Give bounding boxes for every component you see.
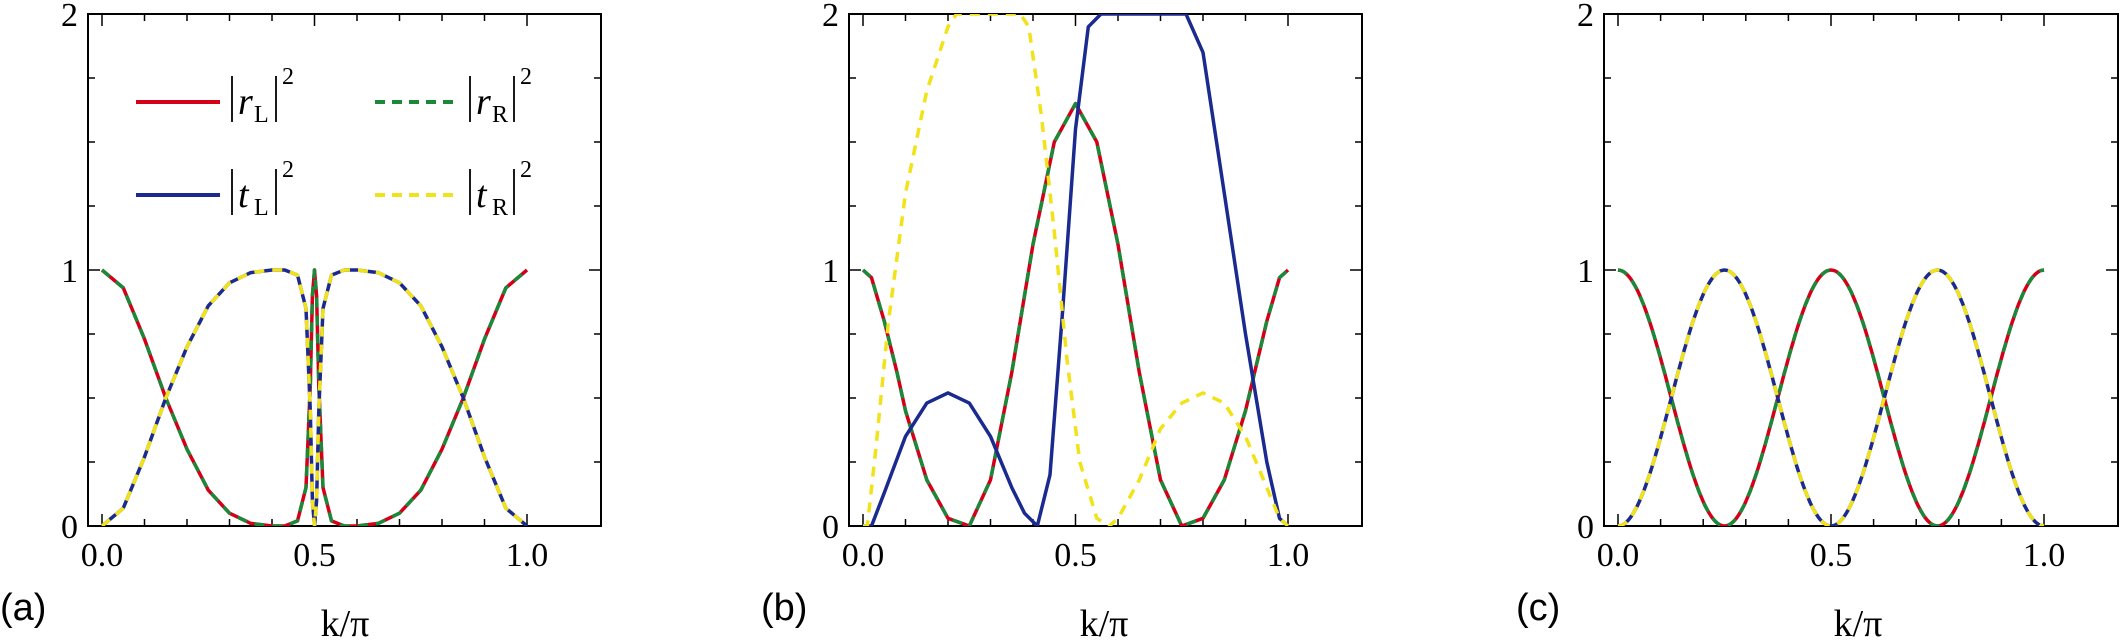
series-line — [100, 268, 529, 526]
x-axis-label: k/π — [321, 603, 370, 642]
legend-superscript: 2 — [520, 64, 532, 90]
legend-superscript: 2 — [282, 64, 294, 90]
x-tick-label: 0.0 — [842, 537, 885, 574]
series-line — [863, 14, 1290, 526]
series-line — [100, 268, 529, 526]
panel-label: (a) — [0, 587, 46, 629]
legend-subscript: L — [254, 195, 269, 221]
series-line — [861, 101, 1290, 526]
series-line — [1617, 268, 2045, 526]
x-tick-label: 0.0 — [1597, 537, 1640, 574]
panel-label: (b) — [761, 587, 807, 629]
legend-subscript: R — [492, 102, 508, 128]
series-line — [1617, 268, 2045, 526]
panel-c: 0.0 0.5 1.0 0 1 2 k/π (c) — [1516, 0, 2119, 642]
series-group — [100, 268, 529, 526]
y-tick-label: 0 — [822, 509, 839, 546]
y-tick-label: 1 — [822, 253, 839, 290]
y-tick-label: 0 — [61, 509, 78, 546]
series-line — [1617, 268, 2045, 526]
ticks — [1604, 13, 2118, 527]
legend-subscript: L — [254, 102, 269, 128]
ticks — [849, 13, 1362, 527]
series-group — [861, 14, 1290, 526]
legend-label: t — [476, 174, 488, 216]
y-tick-label: 2 — [822, 0, 839, 34]
x-tick-label: 0.5 — [1054, 537, 1097, 574]
legend-superscript: 2 — [520, 157, 532, 183]
ticks — [88, 13, 601, 527]
x-tick-label: 1.0 — [506, 537, 549, 574]
x-tick-label: 0.5 — [293, 537, 336, 574]
series-line — [861, 101, 1290, 526]
y-tick-label: 1 — [1577, 253, 1594, 290]
x-tick-label: 1.0 — [2023, 537, 2066, 574]
y-tick-label: 0 — [1577, 509, 1594, 546]
x-tick-label: 0.0 — [81, 537, 124, 574]
plot-frame — [848, 13, 1363, 527]
x-axis-label: k/π — [1080, 603, 1129, 642]
legend-label: t — [238, 174, 250, 216]
panel-label: (c) — [1516, 587, 1560, 629]
x-tick-label: 1.0 — [1267, 537, 1310, 574]
panel-b: 0.0 0.5 1.0 0 1 2 k/π (b) — [761, 0, 1363, 642]
y-tick-label: 1 — [61, 253, 78, 290]
series-line — [863, 14, 1290, 526]
legend-label: r — [238, 81, 253, 123]
legend: r L2r R2t L2t R2 — [136, 64, 532, 221]
legend-subscript: R — [492, 195, 508, 221]
series-line — [1617, 268, 2045, 526]
x-tick-label: 0.5 — [1810, 537, 1853, 574]
legend-label: r — [476, 81, 491, 123]
y-tick-label: 2 — [61, 0, 78, 34]
y-tick-label: 2 — [1577, 0, 1594, 34]
legend-superscript: 2 — [282, 157, 294, 183]
series-group — [1617, 268, 2045, 526]
x-axis-label: k/π — [1834, 603, 1883, 642]
